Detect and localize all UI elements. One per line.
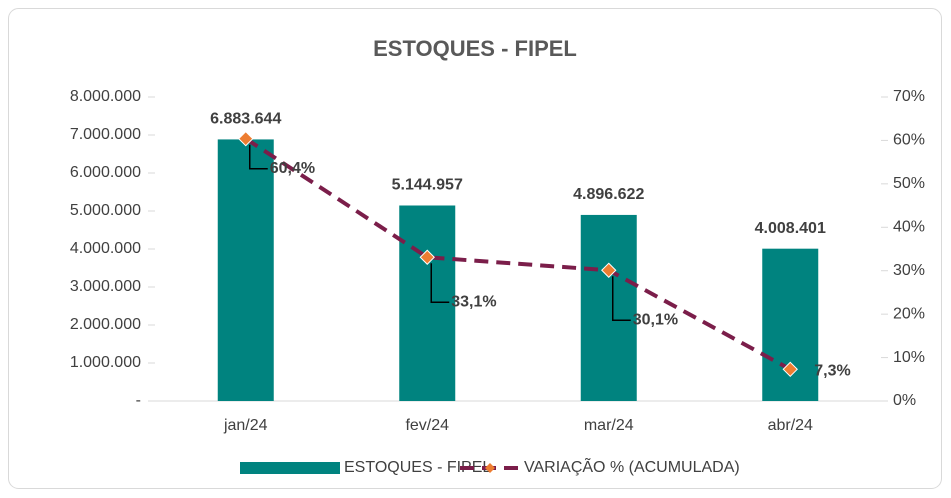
y2-tick-label: 70% (893, 88, 925, 105)
x-tick-label: abr/24 (768, 417, 813, 434)
legend-label: ESTOQUES - FIPEL (344, 459, 491, 476)
x-tick-label: mar/24 (584, 417, 634, 434)
x-tick-label: fev/24 (405, 417, 449, 434)
y2-tick-label: 50% (893, 175, 925, 192)
value-label: 7,3% (814, 363, 850, 380)
leader-line (249, 144, 268, 170)
y2-tick-label: 10% (893, 349, 925, 366)
y-tick-label: 8.000.000 (70, 88, 141, 105)
y2-tick-label: 20% (893, 305, 925, 322)
y2-tick-label: 0% (893, 392, 916, 409)
y-tick-label: 7.000.000 (70, 126, 141, 143)
value-label: 60,4% (270, 160, 315, 177)
y-tick-label: 4.000.000 (70, 240, 141, 257)
bar (580, 214, 637, 401)
bar (399, 205, 456, 401)
y-tick-label: 3.000.000 (70, 278, 141, 295)
y-tick-label: 1.000.000 (70, 354, 141, 371)
value-label: 4.896.622 (573, 186, 644, 203)
y-tick-label: 5.000.000 (70, 202, 141, 219)
legend-marker (485, 463, 495, 473)
value-label: 33,1% (451, 293, 496, 310)
leader-line (430, 263, 450, 304)
value-label: 4.008.401 (755, 220, 826, 237)
y2-tick-label: 60% (893, 132, 925, 149)
y-tick-label: 2.000.000 (70, 316, 141, 333)
marker (419, 249, 435, 265)
x-tick-label: jan/24 (223, 417, 268, 434)
y2-tick-label: 40% (893, 219, 925, 236)
value-label: 5.144.957 (392, 177, 463, 194)
y-tick-label: 6.000.000 (70, 164, 141, 181)
marker (782, 361, 798, 378)
chart-title: ESTOQUES - FIPEL (373, 36, 577, 61)
marker (601, 262, 617, 278)
value-label: 30,1% (633, 311, 678, 328)
legend-swatch (240, 462, 340, 474)
value-label: 6.883.644 (210, 111, 281, 128)
y2-tick-label: 30% (893, 262, 925, 279)
marker (238, 130, 254, 147)
legend-label: VARIAÇÃO % (ACUMULADA) (524, 456, 740, 476)
bar (762, 248, 819, 401)
y-tick-label: - (136, 392, 141, 409)
leader-line (612, 276, 631, 322)
bar (217, 139, 274, 402)
